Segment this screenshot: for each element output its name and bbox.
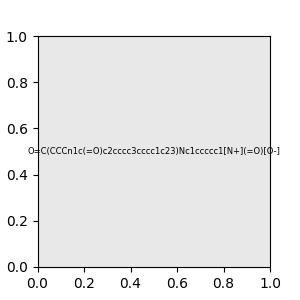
- Text: O=C(CCCn1c(=O)c2cccc3cccc1c23)Nc1ccccc1[N+](=O)[O-]: O=C(CCCn1c(=O)c2cccc3cccc1c23)Nc1ccccc1[…: [27, 147, 280, 156]
